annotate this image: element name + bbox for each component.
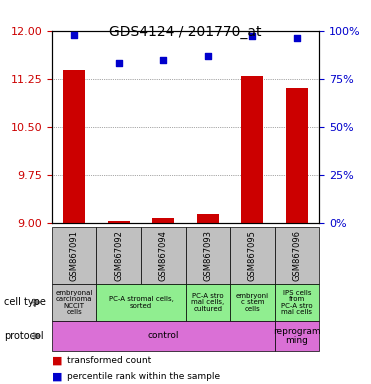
- Text: control: control: [148, 331, 179, 341]
- Text: PC-A stro
mal cells,
cultured: PC-A stro mal cells, cultured: [191, 293, 224, 312]
- Text: protocol: protocol: [4, 331, 43, 341]
- Text: IPS cells
from
PC-A stro
mal cells: IPS cells from PC-A stro mal cells: [281, 290, 313, 315]
- Bar: [152, 218, 174, 223]
- Text: GSM867095: GSM867095: [248, 230, 257, 281]
- Text: GSM867092: GSM867092: [114, 230, 123, 281]
- Text: transformed count: transformed count: [67, 356, 151, 366]
- Text: PC-A stromal cells,
sorted: PC-A stromal cells, sorted: [109, 296, 173, 309]
- Point: [294, 35, 300, 41]
- Bar: [286, 88, 308, 223]
- Text: cell type: cell type: [4, 297, 46, 308]
- Text: embryonal
carcinoma
NCCIT
cells: embryonal carcinoma NCCIT cells: [56, 290, 93, 315]
- Text: GDS4124 / 201770_at: GDS4124 / 201770_at: [109, 25, 262, 39]
- Text: ■: ■: [52, 356, 62, 366]
- Text: GSM867091: GSM867091: [70, 230, 79, 281]
- Text: GSM867094: GSM867094: [159, 230, 168, 281]
- Text: GSM867093: GSM867093: [203, 230, 212, 281]
- Bar: [108, 222, 130, 223]
- Point: [205, 53, 211, 59]
- Point: [160, 56, 166, 63]
- Text: ■: ■: [52, 371, 62, 381]
- Text: GSM867096: GSM867096: [292, 230, 301, 281]
- Point: [116, 60, 122, 66]
- Text: percentile rank within the sample: percentile rank within the sample: [67, 372, 220, 381]
- Bar: [241, 76, 263, 223]
- Text: embryoni
c stem
cells: embryoni c stem cells: [236, 293, 269, 312]
- Bar: [197, 214, 219, 223]
- Point: [249, 33, 255, 40]
- Bar: [63, 70, 85, 223]
- Text: reprogram
ming: reprogram ming: [273, 327, 321, 345]
- Point: [71, 31, 77, 38]
